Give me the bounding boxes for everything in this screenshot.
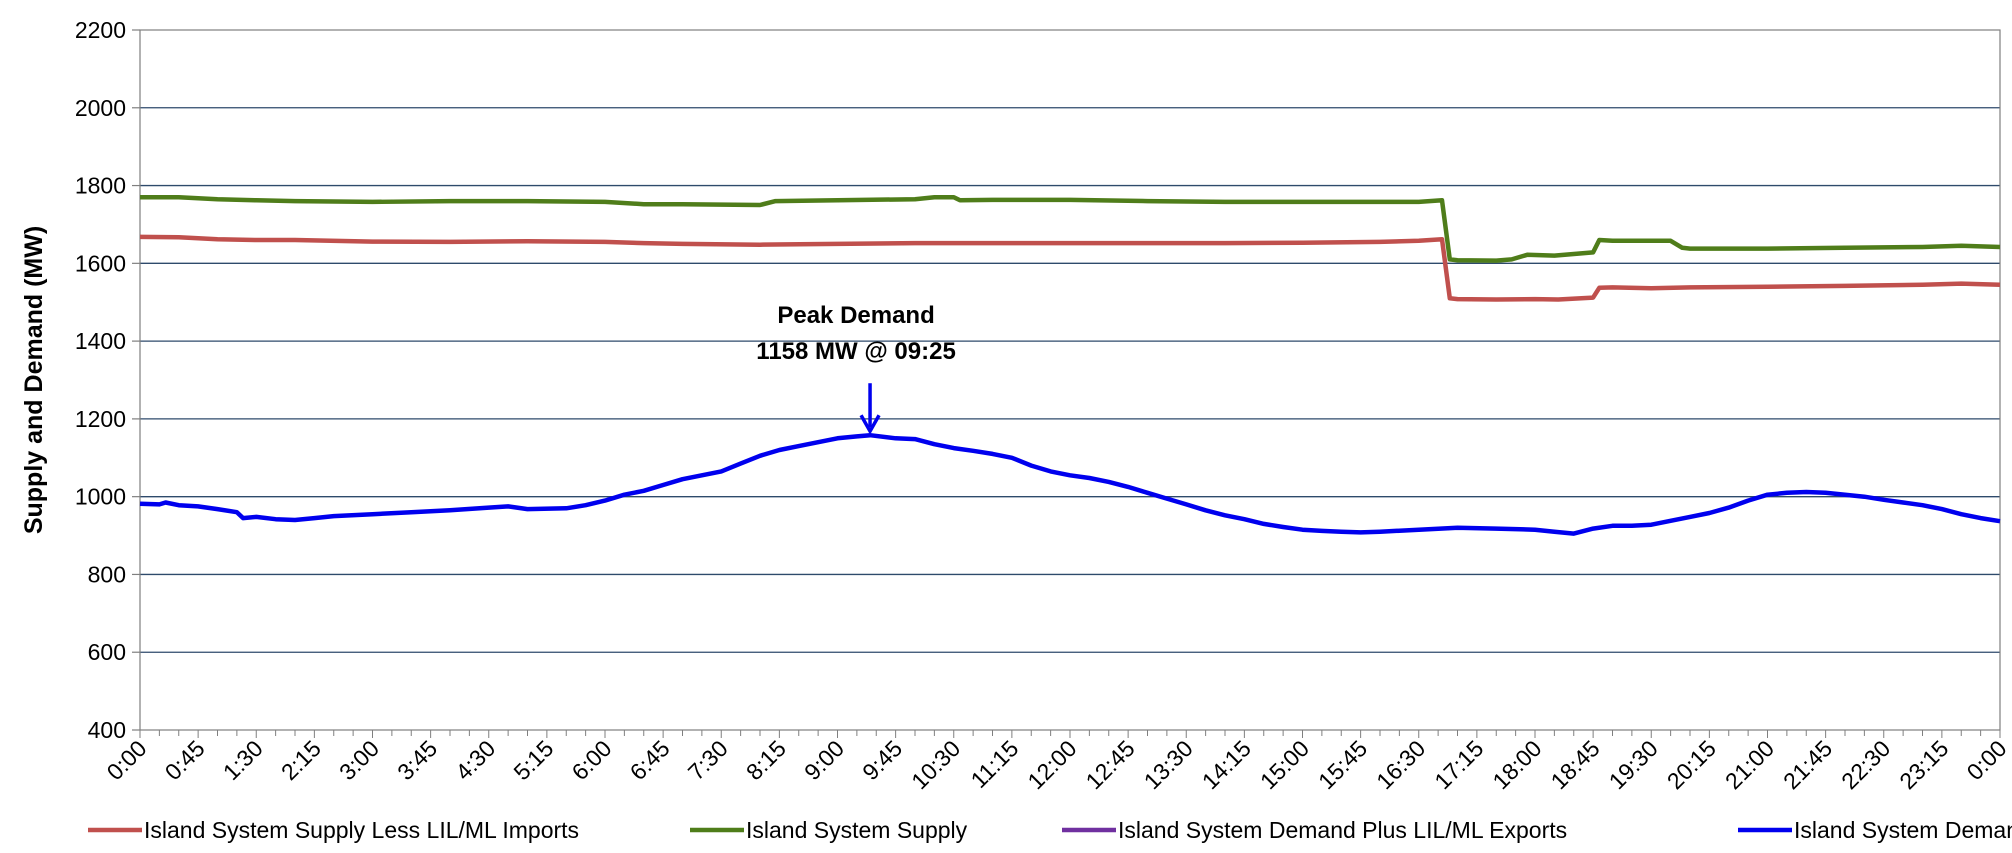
plot-area — [139, 29, 2001, 731]
x-tick-label: 10:30 — [906, 735, 965, 794]
x-tick-label: 22:30 — [1836, 735, 1895, 794]
x-tick-label: 3:45 — [392, 735, 442, 785]
x-tick-label: 21:00 — [1720, 735, 1779, 794]
y-axis-ticks: 400 600 800 1000 1200 1400 1600 1800 2000 2200 — [75, 17, 140, 743]
x-tick-label: 14:15 — [1197, 735, 1256, 794]
x-tick-label: 12:45 — [1081, 735, 1140, 794]
x-tick-label: 18:45 — [1546, 735, 1605, 794]
x-tick-label: 0:45 — [160, 735, 210, 785]
y-tick-label: 1400 — [75, 328, 126, 354]
x-tick-label: 6:45 — [625, 735, 675, 785]
legend-label-1: Island System Supply — [746, 817, 968, 843]
x-tick-label: 9:45 — [857, 735, 907, 785]
x-tick-label: 8:15 — [741, 735, 791, 785]
peak-annotation: Peak Demand 1158 MW @ 09:25 — [756, 302, 956, 435]
x-tick-label: 11:15 — [966, 735, 1024, 793]
x-tick-label: 4:30 — [450, 735, 500, 785]
y-tick-label: 1600 — [75, 250, 126, 276]
y-tick-label: 2200 — [75, 17, 126, 43]
legend-label-2: Island System Demand Plus LIL/ML Exports — [1118, 817, 1567, 843]
y-axis-label: Supply and Demand (MW) — [20, 226, 48, 534]
x-tick-label: 2:15 — [276, 735, 326, 785]
x-tick-label: 21:45 — [1778, 735, 1837, 794]
x-tick-label: 19:30 — [1604, 735, 1663, 794]
series-lines — [139, 194, 2001, 536]
x-tick-label: 18:00 — [1487, 735, 1546, 794]
peak-annotation-title: Peak Demand — [777, 302, 934, 329]
peak-arrowhead-icon — [859, 414, 881, 435]
x-tick-label: 1:30 — [218, 735, 268, 785]
y-tick-label: 400 — [88, 717, 126, 743]
y-tick-label: 600 — [88, 639, 126, 665]
x-axis-ticks: 0:00 0:45 1:30 2:15 3:00 3:45 4:30 5:15 6:00 6:45… — [101, 730, 2012, 794]
series-line-0 — [139, 234, 2001, 302]
x-tick-label: 23:15 — [1894, 735, 1953, 794]
y-tick-label: 1000 — [75, 484, 126, 510]
legend-label-0: Island System Supply Less LIL/ML Imports — [144, 817, 579, 843]
x-tick-label: 0:00 — [1961, 735, 2011, 785]
x-tick-label: 7:30 — [683, 735, 733, 785]
x-tick-label: 5:15 — [508, 735, 558, 785]
legend: Island System Supply Less LIL/ML Imports… — [88, 817, 2012, 843]
series-line-3 — [139, 432, 2001, 536]
series-line-1 — [140, 194, 2001, 263]
x-tick-label: 3:00 — [334, 735, 384, 785]
x-tick-label: 12:00 — [1022, 735, 1081, 794]
y-tick-label: 1800 — [75, 173, 126, 199]
x-tick-label: 6:00 — [566, 735, 616, 785]
x-tick-label: 9:00 — [799, 735, 849, 785]
legend-label-3: Island System Demand — [1794, 817, 2012, 843]
grid-lines — [140, 107, 2000, 653]
x-tick-label: 13:30 — [1139, 735, 1198, 794]
peak-annotation-value: 1158 MW @ 09:25 — [756, 338, 956, 365]
x-tick-label: 15:00 — [1255, 735, 1314, 794]
y-tick-label: 800 — [88, 561, 126, 587]
x-tick-label: 17:15 — [1429, 735, 1488, 794]
x-tick-label: 20:15 — [1662, 735, 1721, 794]
y-tick-label: 2000 — [75, 95, 126, 121]
x-tick-label: 16:30 — [1371, 735, 1430, 794]
x-tick-label: 15:45 — [1313, 735, 1372, 794]
y-tick-label: 1200 — [75, 406, 126, 432]
